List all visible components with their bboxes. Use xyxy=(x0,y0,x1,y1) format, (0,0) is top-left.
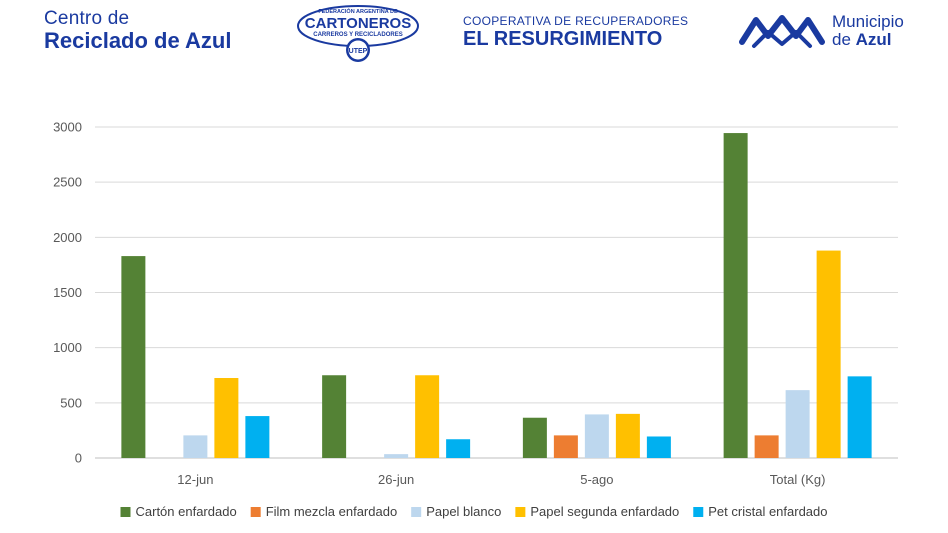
bar xyxy=(615,413,640,458)
bar xyxy=(646,436,671,458)
legend-swatch xyxy=(693,507,704,517)
cooperativa-logo-line2: EL RESURGIMIENTO xyxy=(463,28,663,50)
bar xyxy=(754,435,779,458)
x-axis-ticks: 12-jun 26-jun 5-ago Total (Kg) xyxy=(177,472,825,487)
federacion-top-text: FEDERACIÓN ARGENTINA DE xyxy=(318,7,398,15)
federacion-main-text: CARTONEROS xyxy=(305,15,411,32)
y-tick-label: 2000 xyxy=(53,230,82,245)
bar xyxy=(785,390,810,458)
y-tick-label: 500 xyxy=(60,395,82,410)
bar xyxy=(584,414,609,458)
bar xyxy=(415,375,440,458)
centro-logo-line1: Centro de xyxy=(44,8,130,29)
y-tick-label: 3000 xyxy=(53,120,82,135)
bar xyxy=(245,416,270,458)
y-tick-label: 0 xyxy=(75,451,82,466)
legend-label: Pet cristal enfardado xyxy=(708,504,827,519)
legend-label: Papel segunda enfardado xyxy=(530,504,679,519)
legend-label: Papel blanco xyxy=(426,504,501,519)
municipio-logo-de: de xyxy=(832,29,856,49)
bar xyxy=(322,375,347,458)
x-tick-label: 12-jun xyxy=(177,472,213,487)
bar xyxy=(723,133,748,458)
x-tick-label: 26-jun xyxy=(378,472,414,487)
federacion-cartoneros-logo: FEDERACIÓN ARGENTINA DE CARTONEROS CARRE… xyxy=(297,5,419,62)
bar xyxy=(183,435,208,458)
federacion-sub-text: CARREROS Y RECICLADORES xyxy=(313,32,402,38)
utep-badge-text: UTEP xyxy=(349,48,368,55)
legend: Cartón enfardado Film mezcla enfardado Pap… xyxy=(120,504,828,519)
bar xyxy=(121,256,146,458)
bar xyxy=(522,417,547,458)
bar xyxy=(384,454,409,458)
header-logos: Centro de Reciclado de Azul FEDERACIÓN A… xyxy=(0,0,948,70)
municipio-azul-logo: Municipio de Azul xyxy=(738,12,904,57)
cooperativa-logo: COOPERATIVA DE RECUPERADORES EL RESURGIM… xyxy=(463,15,688,49)
municipio-mountains-icon xyxy=(739,15,825,48)
bars xyxy=(121,133,872,458)
centro-logo-line2: Reciclado de Azul xyxy=(44,28,232,53)
municipio-logo-line2: de Azul xyxy=(832,29,904,49)
bar xyxy=(847,376,872,458)
legend-swatch xyxy=(515,507,526,517)
bar xyxy=(816,250,841,458)
municipio-logo-line1: Municipio xyxy=(832,12,904,31)
bar xyxy=(214,378,239,458)
legend-swatch xyxy=(411,507,422,517)
cooperativa-logo-line1: COOPERATIVA DE RECUPERADORES xyxy=(463,14,689,28)
centro-reciclado-logo: Centro de Reciclado de Azul xyxy=(44,9,231,52)
legend-swatch xyxy=(120,507,131,517)
x-tick-label: Total (Kg) xyxy=(770,472,826,487)
bar xyxy=(553,435,578,458)
y-tick-label: 2500 xyxy=(53,175,82,190)
bar xyxy=(446,439,471,458)
y-tick-label: 1000 xyxy=(53,340,82,355)
y-tick-label: 1500 xyxy=(53,285,82,300)
y-axis-ticks: 0 500 1000 1500 2000 2500 3000 xyxy=(53,120,82,466)
legend-label: Film mezcla enfardado xyxy=(266,504,398,519)
municipio-logo-azul: Azul xyxy=(855,29,892,49)
legend-swatch xyxy=(250,507,261,517)
legend-label: Cartón enfardado xyxy=(136,504,237,519)
x-tick-label: 5-ago xyxy=(580,472,613,487)
